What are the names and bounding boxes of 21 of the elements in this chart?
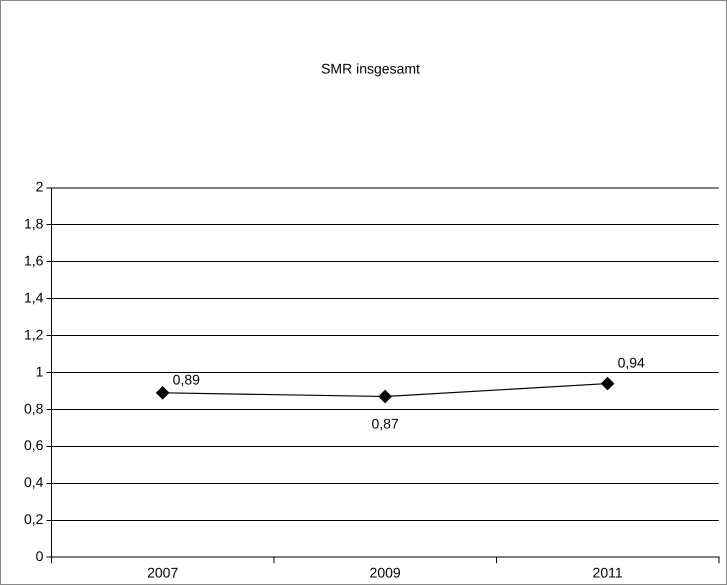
y-tick-label: 0,4 bbox=[24, 474, 44, 490]
x-tick-label: 2009 bbox=[370, 564, 401, 580]
point bbox=[378, 390, 392, 404]
y-tick-label: 0,2 bbox=[24, 511, 44, 528]
y-tick-label: 0 bbox=[36, 548, 44, 564]
data-label: 0,87 bbox=[372, 415, 399, 432]
chart-title: SMR insgesamt bbox=[321, 60, 420, 76]
y-tick-label: 1,6 bbox=[24, 252, 44, 269]
y-tick-label: 0,6 bbox=[24, 437, 44, 454]
y-tick-label: 1,8 bbox=[24, 216, 44, 232]
data-label: 0,94 bbox=[618, 354, 646, 370]
point bbox=[156, 386, 170, 400]
y-tick-label: 0,8 bbox=[24, 400, 44, 416]
point bbox=[600, 376, 614, 390]
y-tick-label: 1 bbox=[36, 363, 44, 380]
data-label: 0,89 bbox=[172, 372, 200, 388]
y-tick-label: 1,2 bbox=[24, 326, 44, 342]
y-tick-label: 1,4 bbox=[24, 289, 44, 306]
x-tick-label: 2007 bbox=[147, 564, 178, 580]
y-tick-label: 2 bbox=[36, 178, 44, 195]
x-tick-label: 2011 bbox=[592, 564, 623, 580]
